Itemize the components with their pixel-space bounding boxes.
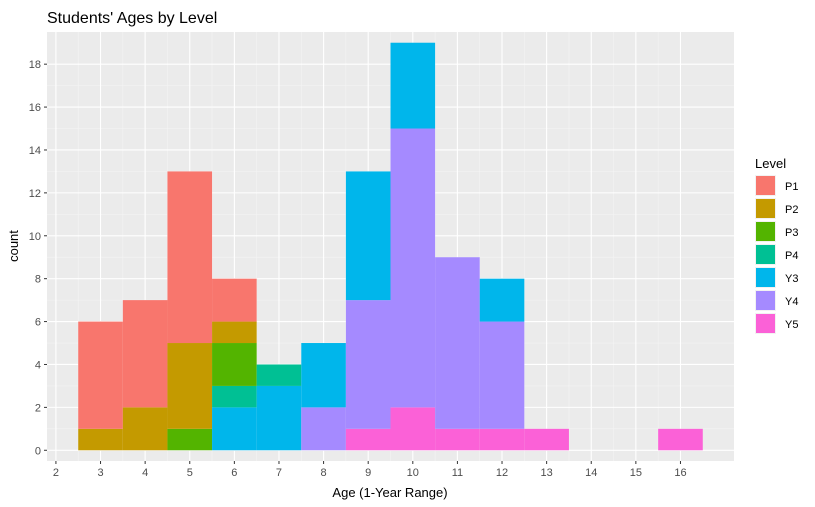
- x-tick-label: 4: [142, 467, 148, 479]
- x-tick-label: 10: [407, 467, 419, 479]
- bar-y5-age-11: [435, 428, 480, 451]
- x-tick-label: 9: [365, 467, 371, 479]
- bar-p3-age-5: [167, 428, 213, 451]
- bar-y3-age-9: [345, 171, 391, 301]
- bar-y5-age-12: [479, 428, 525, 451]
- bar-p4-age-7: [256, 364, 302, 386]
- y-tick-label: 8: [35, 274, 41, 286]
- legend: P1 P2 P3 P4 Y3 Y4 Y5: [755, 175, 798, 334]
- y-tick-label: 0: [35, 445, 41, 457]
- bar-p1-age-3: [78, 321, 123, 429]
- y-tick-label: 4: [35, 359, 41, 371]
- bar-y4-age-9: [345, 300, 391, 429]
- legend-label-p2: P2: [785, 204, 798, 216]
- y-tick-label: 16: [29, 102, 41, 114]
- legend-label-p4: P4: [785, 250, 798, 262]
- x-tick-label: 11: [452, 467, 463, 479]
- bar-y3-age-10: [390, 42, 436, 129]
- y-tick-label: 2: [35, 402, 41, 414]
- bars: [78, 42, 703, 451]
- bar-p2-age-6: [212, 321, 257, 344]
- legend-label-y3: Y3: [785, 273, 798, 285]
- bar-y3-age-8: [301, 343, 346, 408]
- bar-p2-age-3: [78, 428, 123, 451]
- x-axis-ticks: 2 3 4 5 6 7 8 9 10 11 12 13 14 15 16: [53, 461, 687, 479]
- legend-swatch-p2: [756, 199, 775, 218]
- legend-label-y5: Y5: [785, 319, 798, 331]
- x-tick-label: 8: [321, 467, 327, 479]
- chart-title: Students' Ages by Level: [47, 10, 217, 27]
- x-tick-label: 5: [187, 467, 193, 479]
- bar-y5-age-16: [658, 428, 703, 451]
- bar-y5-age-10: [390, 407, 436, 451]
- x-tick-label: 7: [276, 467, 282, 479]
- bar-y4-age-10: [390, 128, 436, 408]
- bar-y3-age-6: [212, 407, 257, 451]
- y-axis-ticks: 0 2 4 6 8 10 12 14 16 18: [29, 59, 47, 457]
- bar-y4-age-12: [479, 321, 525, 429]
- legend-swatch-p4: [756, 245, 775, 264]
- legend-label-p3: P3: [785, 227, 798, 239]
- bar-p1-age-6: [212, 278, 257, 322]
- y-tick-label: 6: [35, 317, 41, 329]
- bar-p2-age-5: [167, 343, 213, 429]
- bar-y5-age-9: [345, 428, 391, 451]
- bar-y3-age-7: [256, 385, 302, 451]
- x-axis-title: Age (1-Year Range): [332, 485, 447, 500]
- x-tick-label: 16: [674, 467, 686, 479]
- x-tick-label: 13: [541, 467, 553, 479]
- legend-label-p1: P1: [785, 181, 798, 193]
- x-tick-label: 14: [585, 467, 597, 479]
- legend-swatch-p1: [756, 176, 775, 195]
- bar-y4-age-11: [435, 257, 480, 429]
- y-tick-label: 14: [29, 145, 41, 157]
- y-tick-label: 12: [29, 188, 41, 200]
- bar-p4-age-6: [212, 385, 257, 408]
- x-tick-label: 15: [630, 467, 642, 479]
- legend-swatch-y5: [756, 314, 775, 333]
- legend-swatch-y3: [756, 268, 775, 287]
- x-tick-label: 2: [53, 467, 59, 479]
- x-tick-label: 3: [97, 467, 103, 479]
- legend-label-y4: Y4: [785, 296, 798, 308]
- y-tick-label: 18: [29, 59, 41, 71]
- y-axis-title: count: [6, 230, 21, 262]
- x-tick-label: 12: [496, 467, 508, 479]
- x-tick-label: 6: [231, 467, 237, 479]
- bar-p1-age-4: [122, 300, 168, 408]
- y-tick-label: 10: [29, 231, 41, 243]
- bar-y5-age-13: [524, 428, 569, 451]
- bar-y3-age-12: [479, 278, 525, 322]
- bar-p1-age-5: [167, 171, 213, 344]
- legend-swatch-y4: [756, 291, 775, 310]
- bar-y4-age-8: [301, 407, 346, 451]
- legend-title: Level: [755, 156, 786, 171]
- bar-p2-age-4: [122, 407, 168, 451]
- legend-swatch-p3: [756, 222, 775, 241]
- bar-p3-age-6: [212, 343, 257, 386]
